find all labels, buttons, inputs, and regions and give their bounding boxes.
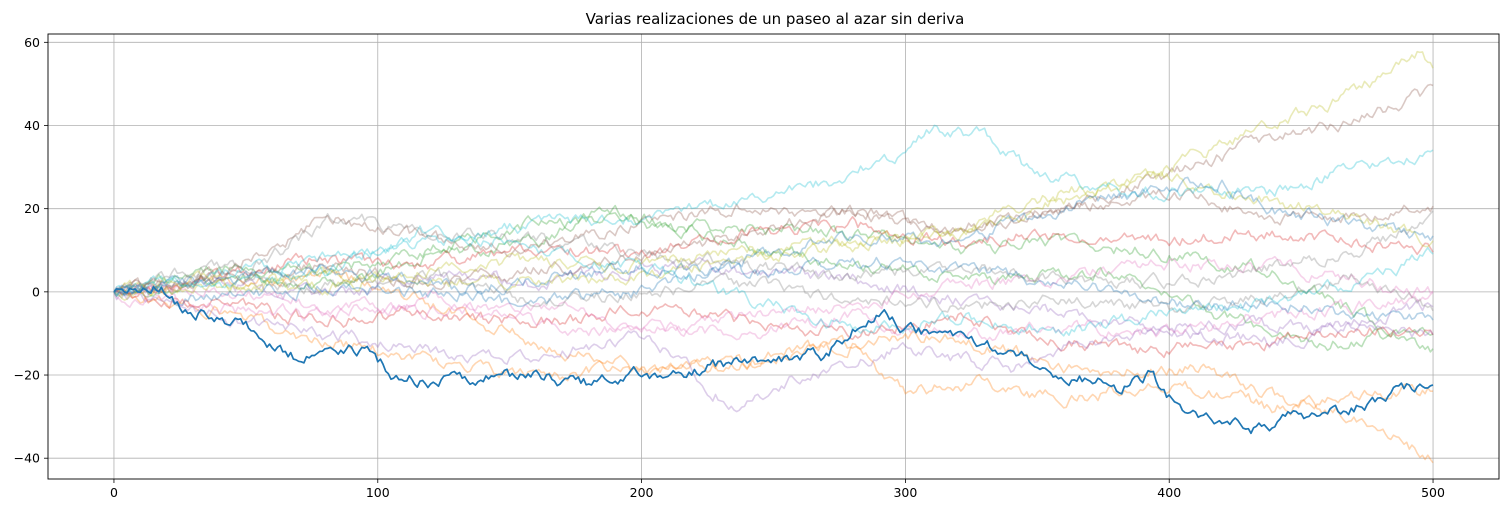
- plot-frame: [47, 33, 1500, 480]
- x-tick-label: 100: [366, 485, 390, 500]
- walk-line-17: [113, 124, 1434, 297]
- walk-line-highlighted: [113, 285, 1434, 435]
- walk-line-4: [113, 204, 1434, 352]
- y-tick-label: 40: [24, 118, 40, 133]
- walk-line-12: [113, 281, 1434, 342]
- x-tick-label: 400: [1157, 485, 1181, 500]
- walk-line-8: [113, 256, 1434, 350]
- walk-line-15: [113, 50, 1434, 296]
- axis-layer: 0 100 200 300 400 500 −40 −20 0 20 40 60: [14, 35, 1445, 500]
- walk-line-10: [113, 188, 1434, 293]
- walk-line-20: [113, 256, 1434, 321]
- y-tick-label: −40: [14, 451, 40, 466]
- x-tick-label: 300: [893, 485, 917, 500]
- walk-line-5: [113, 289, 1434, 359]
- grid-layer: [48, 34, 1499, 479]
- y-tick-label: −20: [14, 368, 40, 383]
- y-tick-label: 60: [24, 35, 40, 50]
- walk-line-14: [113, 268, 1434, 314]
- x-tick-label: 500: [1421, 485, 1445, 500]
- series-layer: [113, 50, 1434, 464]
- y-tick-label: 0: [32, 284, 40, 299]
- walk-line-16: [113, 171, 1434, 301]
- walk-line-2: [113, 267, 1433, 416]
- walk-line-6: [113, 216, 1434, 296]
- x-tick-label: 0: [110, 485, 118, 500]
- walk-line-7: [113, 290, 1434, 413]
- x-tick-label: 200: [630, 485, 654, 500]
- walk-line-13: [113, 210, 1434, 299]
- walk-line-9: [113, 83, 1434, 294]
- walk-line-3: [113, 212, 1434, 353]
- walk-line-18: [113, 224, 1434, 337]
- walk-line-11: [113, 255, 1434, 337]
- chart-title: Varias realizaciones de un paseo al azar…: [586, 10, 965, 28]
- walk-line-19: [113, 176, 1434, 308]
- y-tick-label: 20: [24, 201, 40, 216]
